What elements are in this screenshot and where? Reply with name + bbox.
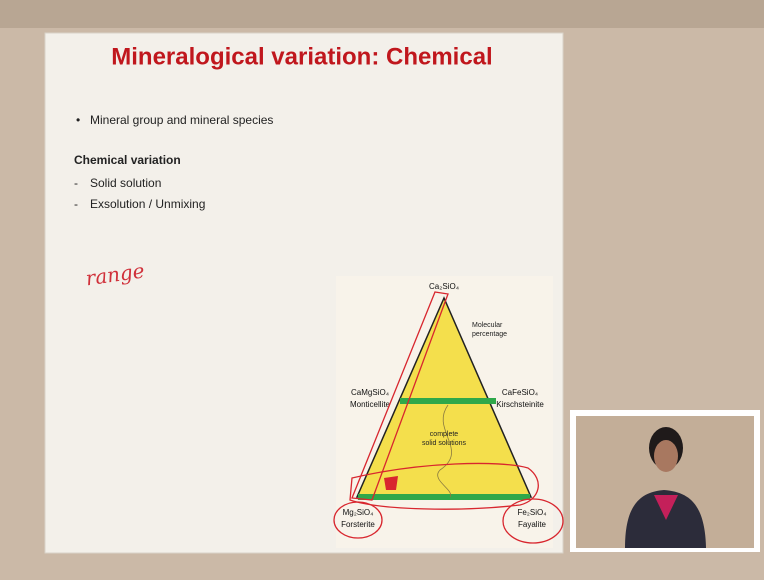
bullet-dot: •: [76, 113, 80, 127]
slide-title: Mineralogical variation: Chemical: [111, 43, 492, 70]
dash: -: [74, 176, 78, 190]
bullet: Mineral group and mineral species: [90, 113, 273, 127]
dash: -: [74, 197, 78, 211]
bottom-right-name: Fayalite: [518, 520, 547, 529]
green-band: [400, 398, 496, 404]
left-mid-formula: CaMgSiO₄: [351, 388, 389, 397]
green-band: [358, 494, 530, 500]
top-strip: [0, 0, 764, 28]
annotation-mark: [384, 476, 398, 490]
apex-label: Ca₂SiO₄: [429, 282, 459, 291]
bottom-left-name: Forsterite: [341, 520, 375, 529]
bottom-right-formula: Fe₂SiO₄: [517, 508, 546, 517]
sub-item: Solid solution: [90, 176, 161, 190]
right-mid-name: Kirschsteinite: [496, 400, 544, 409]
sub-item: Exsolution / Unmixing: [90, 197, 205, 211]
page: Mineralogical variation: Chemical • Mine…: [0, 0, 764, 580]
note: Molecular: [472, 322, 503, 329]
heading: Chemical variation: [74, 153, 181, 167]
bottom-left-formula: Mg₂SiO₄: [343, 508, 374, 517]
right-mid-formula: CaFeSiO₄: [502, 388, 538, 397]
center-label: complete: [430, 431, 459, 438]
center-label: solid solutions: [422, 440, 466, 447]
screen: Mineralogical variation: Chemical • Mine…: [0, 0, 764, 580]
left-mid-name: Monticellite: [350, 400, 391, 409]
note: percentage: [472, 331, 507, 338]
presenter-face: [654, 440, 678, 472]
